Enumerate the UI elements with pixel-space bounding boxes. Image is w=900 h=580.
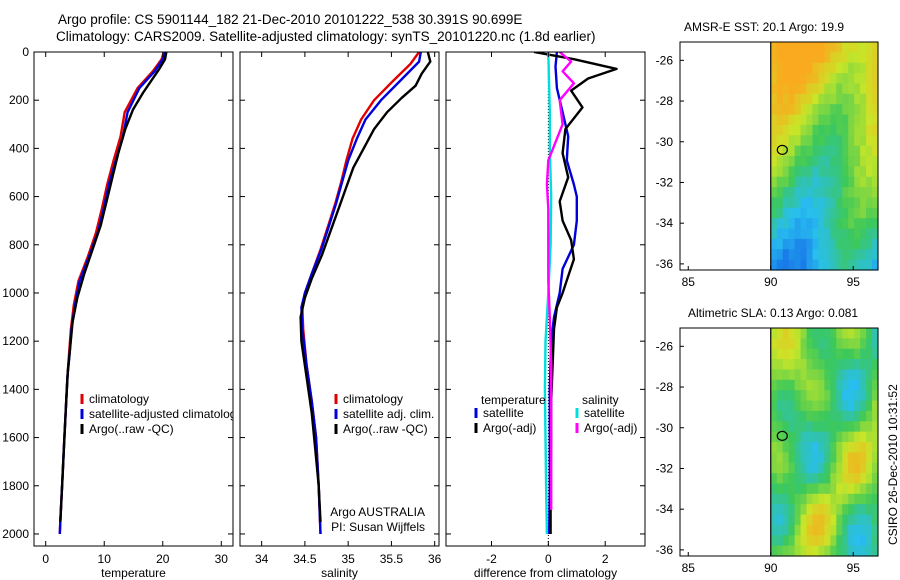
salinity-xtick-label-0: 34 <box>255 552 269 566</box>
float-owner-annotation-0: Argo AUSTRALIA <box>330 505 425 519</box>
depth-tick-label-3: 600 <box>9 190 29 204</box>
altimetric_sla-ytick-label-0: -26 <box>656 339 674 353</box>
temperature-series-2-line <box>59 52 168 522</box>
temperature-legend-label-0: climatology <box>89 392 149 406</box>
difference-series-3-line <box>545 52 576 510</box>
depth-tick-label-2: 400 <box>9 141 29 155</box>
depth-tick-label-8: 1600 <box>2 431 29 445</box>
altimetric_sla-ytick-label-5: -36 <box>656 543 674 557</box>
altimetric_sla-ytick-label-4: -34 <box>656 502 674 516</box>
difference-xtick-label-0: -2 <box>486 552 497 566</box>
amsre_sst-ytick-label-3: -32 <box>656 175 674 189</box>
salinity-xtick-label-3: 35.5 <box>380 552 404 566</box>
temperature-xtick-label-2: 20 <box>156 552 170 566</box>
altimetric_sla-map: 85 90 95 -26 -28 -30 -32 -34 -36 <box>656 327 879 575</box>
salinity-legend-label-0: climatology <box>343 392 403 406</box>
temperature-legend-label-2: Argo(..raw -QC) <box>89 422 174 436</box>
difference-xtick-label-2: 2 <box>602 552 609 566</box>
amsre_sst-xtick-label-2: 95 <box>847 275 861 289</box>
temperature-xtick-label-1: 10 <box>98 552 112 566</box>
altimetric_sla-xtick-label-0: 85 <box>682 561 696 575</box>
amsre_sst-ytick-label-5: -36 <box>656 257 674 271</box>
float-owner-annotation-1: PI: Susan Wijffels <box>331 520 425 534</box>
altimetric_sla-heatmap-cells <box>770 328 879 557</box>
depth-tick-label-7: 1400 <box>2 382 29 396</box>
salinity-series-1-line <box>300 52 422 535</box>
altimetric_sla-ytick-label-2: -30 <box>656 421 674 435</box>
amsre_sst-xtick-label-1: 90 <box>764 275 778 289</box>
amsre_sst-axes-box <box>679 41 879 271</box>
depth-tick-label-9: 1800 <box>2 479 29 493</box>
figure-title-line1: Argo profile: CS 5901144_182 21-Dec-2010… <box>58 12 523 27</box>
altimetric_sla-xtick-label-1: 90 <box>764 561 778 575</box>
temperature-axes-box <box>33 51 234 547</box>
difference-xlabel: difference from climatology <box>474 566 617 580</box>
salinity-panel: 34 34.5 35 35.5 36 salinity climatologysatelli… <box>239 51 442 580</box>
salinity-axes-box <box>239 51 440 547</box>
figure-title-line2: Climatology: CARS2009. Satellite-adjuste… <box>56 29 596 44</box>
difference-legend-label-0: satellite <box>483 406 524 420</box>
difference-legend-label-1: Argo(-adj) <box>483 421 536 435</box>
amsre_sst-xtick-label-0: 85 <box>682 275 696 289</box>
altimetric_sla-xtick-label-2: 95 <box>847 561 861 575</box>
depth-tick-label-1: 200 <box>9 93 29 107</box>
sst-map-title: AMSR-E SST: 20.1 Argo: 19.9 <box>684 20 845 34</box>
depth-tick-label-0: 0 <box>22 45 29 59</box>
salinity-xtick-label-2: 35 <box>341 552 355 566</box>
legend-header-salinity: salinity <box>582 393 619 407</box>
altimetric_sla-float-marker <box>776 430 788 441</box>
depth-tick-label-4: 800 <box>9 238 29 252</box>
amsre_sst-float-marker <box>776 144 788 155</box>
salinity-series-0-line <box>301 52 421 535</box>
altimetric_sla-ytick-label-3: -32 <box>656 461 674 475</box>
temperature-xtick-label-3: 30 <box>215 552 229 566</box>
difference-xtick-label-1: 0 <box>545 552 552 566</box>
salinity-legend-label-2: Argo(..raw -QC) <box>343 422 428 436</box>
amsre_sst-ytick-label-1: -28 <box>656 94 674 108</box>
amsre_sst-ytick-label-4: -34 <box>656 216 674 230</box>
salinity-legend-label-1: satellite adj. clim. <box>343 407 434 421</box>
salinity-series-2-line <box>299 52 432 522</box>
difference-legend: temperature salinitysatelliteArgo(-adj)sa… <box>474 393 637 435</box>
legend-header-temperature: temperature <box>481 393 546 407</box>
temperature-xtick-label-0: 0 <box>42 552 49 566</box>
amsre_sst-heatmap-cells <box>770 42 879 271</box>
amsre_sst-ytick-label-0: -26 <box>656 53 674 67</box>
altimetric_sla-axes-box <box>679 327 879 557</box>
temperature-xlabel: temperature <box>101 566 166 580</box>
temperature-legend-label-1: satellite-adjusted climatology <box>89 407 242 421</box>
altimetric_sla-ytick-label-1: -28 <box>656 380 674 394</box>
depth-tick-label-5: 1000 <box>2 286 29 300</box>
amsre_sst-ytick-label-2: -30 <box>656 135 674 149</box>
salinity-xtick-label-1: 34.5 <box>293 552 317 566</box>
depth-tick-label-10: 2000 <box>2 527 29 541</box>
sla-map-title: Altimetric SLA: 0.13 Argo: 0.081 <box>688 306 859 320</box>
salinity-xlabel: salinity <box>321 566 358 580</box>
difference-legend-label-2: satellite <box>584 406 625 420</box>
temperature-panel: 0 10 20 30 0 200 400 600 800 1000 1200 1400 1600 1800… <box>2 45 242 580</box>
difference-legend-label-3: Argo(-adj) <box>584 421 637 435</box>
depth-tick-label-6: 1200 <box>2 334 29 348</box>
difference-axes-box <box>445 51 646 547</box>
salinity-xtick-label-4: 36 <box>428 552 442 566</box>
amsre_sst-map: 85 90 95 -26 -28 -30 -32 -34 -36 <box>656 41 879 289</box>
temperature-series-0-line <box>58 52 166 535</box>
